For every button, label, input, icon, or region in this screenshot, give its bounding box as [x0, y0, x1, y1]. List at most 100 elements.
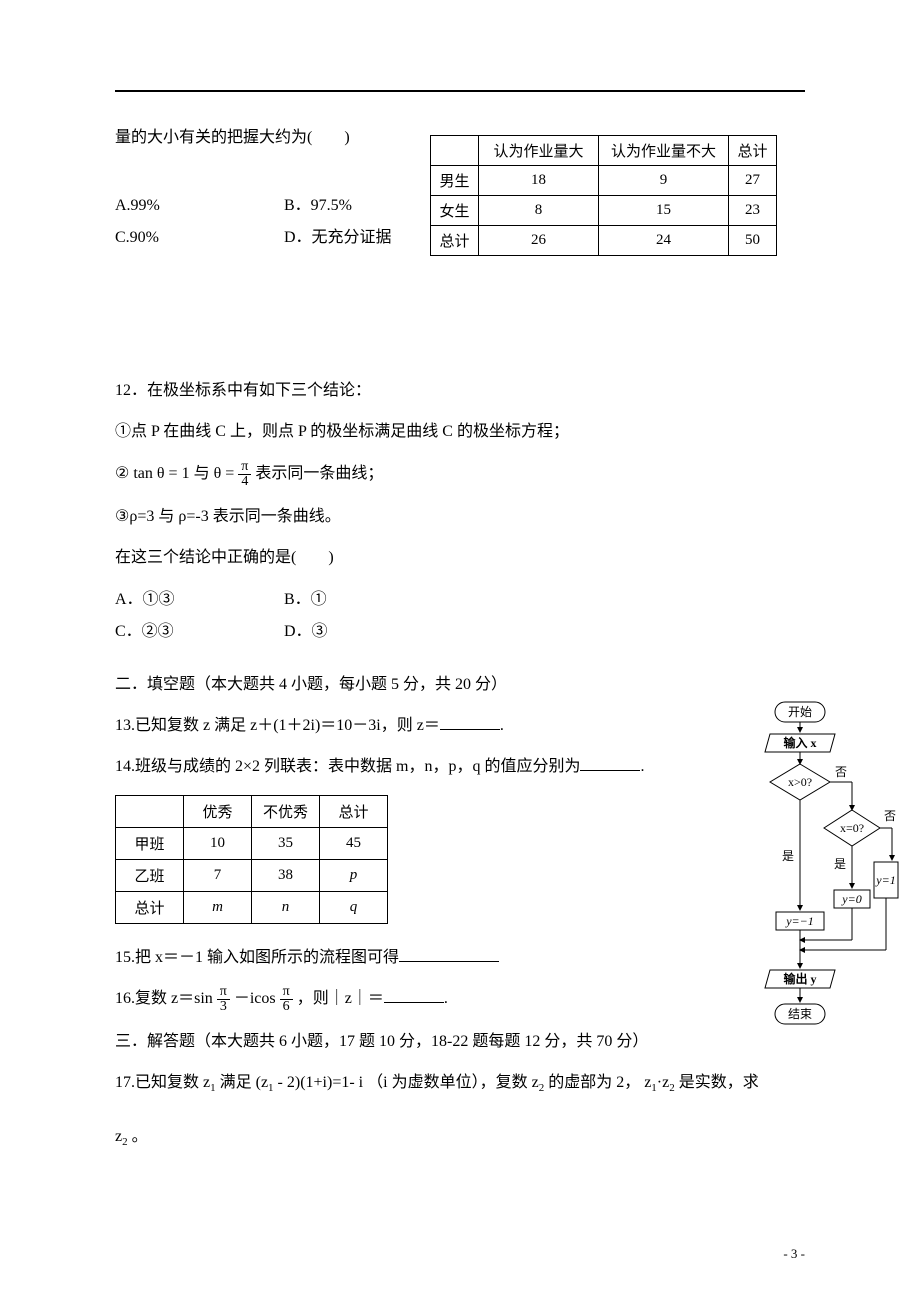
td: n — [252, 891, 320, 923]
td: 女生 — [431, 196, 479, 226]
q12-frac: π 4 — [238, 460, 251, 489]
td: 7 — [184, 859, 252, 891]
q16c: ，则｜z｜＝ — [297, 990, 384, 1007]
q16: 16.复数 z＝sin π 3 －icos π 6 ，则｜z｜＝. — [115, 985, 805, 1014]
fc-b3: y=1 — [875, 873, 895, 887]
q16a: 16.复数 z＝sin — [115, 990, 213, 1007]
frac-den: 6 — [280, 1000, 293, 1014]
td: 18 — [479, 166, 599, 196]
q12-l2b: 表示同一条曲线； — [255, 465, 383, 482]
td: 26 — [479, 226, 599, 256]
td: 9 — [599, 166, 729, 196]
th — [116, 795, 184, 827]
q12-opt-a: A．①③ — [115, 585, 280, 609]
q12-l1: ①点 P 在曲线 C 上，则点 P 的极坐标满足曲线 C 的极坐标方程； — [115, 418, 805, 445]
q16-frac2: π 6 — [280, 985, 293, 1014]
td: m — [184, 891, 252, 923]
td: 45 — [320, 827, 388, 859]
frac-den: 3 — [217, 1000, 230, 1014]
table-row: 认为作业量大 认为作业量不大 总计 — [431, 136, 777, 166]
td: 35 — [252, 827, 320, 859]
fc-end: 结束 — [788, 1007, 812, 1021]
page-content: 量的大小有关的把握大约为( ) A.99% B．97.5% C.90% D．无充… — [115, 110, 805, 1166]
q12-opts-row2: C．②③ D．③ — [115, 617, 805, 641]
td: p — [320, 859, 388, 891]
q12-stem: 12．在极坐标系中有如下三个结论： — [115, 377, 805, 404]
th — [431, 136, 479, 166]
q14-text: 14.班级与成绩的 2×2 列联表：表中数据 m，n，p，q 的值应分别为 — [115, 758, 580, 775]
q17f: 是实数，求 — [675, 1074, 759, 1091]
q14: 14.班级与成绩的 2×2 列联表：表中数据 m，n，p，q 的值应分别为. — [115, 753, 805, 780]
fc-cond2: x=0? — [840, 821, 864, 835]
td: q — [320, 891, 388, 923]
q17e: ·z — [657, 1074, 669, 1091]
q13-text: 13.已知复数 z 满足 z＋(1＋2i)＝10－3i，则 z＝ — [115, 717, 440, 734]
table-row: 男生 18 9 27 — [431, 166, 777, 196]
td: 总计 — [431, 226, 479, 256]
td: 总计 — [116, 891, 184, 923]
q12-l2: ② tan θ = 1 与 θ = π 4 表示同一条曲线； — [115, 460, 805, 489]
td: 24 — [599, 226, 729, 256]
q17b: 满足 (z — [216, 1074, 268, 1091]
fc-b1: y=−1 — [785, 914, 814, 928]
th: 优秀 — [184, 795, 252, 827]
frac-num: π — [217, 985, 230, 1000]
td: 23 — [729, 196, 777, 226]
q17-line2: z2 。 — [115, 1123, 805, 1152]
q12-opts-row1: A．①③ B．① — [115, 585, 805, 609]
q13: 13.已知复数 z 满足 z＋(1＋2i)＝10－3i，则 z＝. — [115, 712, 805, 739]
td: 10 — [184, 827, 252, 859]
q13-blank — [440, 714, 500, 730]
q17h: 。 — [128, 1128, 148, 1145]
table-row: 女生 8 15 23 — [431, 196, 777, 226]
q16b: －icos — [234, 990, 276, 1007]
fc-output: 输出 y — [783, 971, 816, 986]
fc-start: 开始 — [788, 705, 812, 719]
q16-frac1: π 3 — [217, 985, 230, 1014]
th: 总计 — [729, 136, 777, 166]
q12-l3: ③ρ=3 与 ρ=-3 表示同一条曲线。 — [115, 503, 805, 530]
q16-blank — [384, 987, 444, 1003]
td: 甲班 — [116, 827, 184, 859]
fc-cond1: x>0? — [788, 775, 812, 789]
table-row: 乙班 7 38 p — [116, 859, 388, 891]
td: 8 — [479, 196, 599, 226]
q14-blank — [580, 755, 640, 771]
q11-opt-b: B．97.5% — [284, 191, 352, 215]
q12-opt-b: B．① — [284, 585, 327, 609]
q11-opt-c: C.90% — [115, 229, 280, 247]
q12: 12．在极坐标系中有如下三个结论： ①点 P 在曲线 C 上，则点 P 的极坐标… — [115, 377, 805, 641]
sec3-title: 三．解答题（本大题共 6 小题，17 题 10 分，18-22 题每题 12 分… — [115, 1028, 805, 1055]
q12-frac-num: π — [238, 460, 251, 475]
th: 认为作业量不大 — [599, 136, 729, 166]
q17c: - 2)(1+i)=1- i （i 为虚数单位），复数 z — [274, 1074, 539, 1091]
q17a: 17.已知复数 z — [115, 1074, 210, 1091]
fc-b2: y=0 — [841, 892, 861, 906]
q11-opt-a: A.99% — [115, 197, 280, 215]
q14-table: 优秀 不优秀 总计 甲班 10 35 45 乙班 7 38 p 总计 m n q — [115, 795, 388, 924]
fc-input: 输入 x — [783, 735, 816, 750]
q11-table: 认为作业量大 认为作业量不大 总计 男生 18 9 27 女生 8 15 23 … — [430, 135, 777, 256]
table-row: 甲班 10 35 45 — [116, 827, 388, 859]
q12-frac-den: 4 — [238, 475, 251, 489]
td: 38 — [252, 859, 320, 891]
fc-no2: 否 — [884, 809, 896, 823]
q12-opt-c: C．②③ — [115, 617, 280, 641]
q14-end: . — [640, 758, 644, 775]
table-row: 总计 26 24 50 — [431, 226, 777, 256]
th: 总计 — [320, 795, 388, 827]
q17: 17.已知复数 z1 满足 (z1 - 2)(1+i)=1- i （i 为虚数单… — [115, 1069, 805, 1098]
table-row: 优秀 不优秀 总计 — [116, 795, 388, 827]
page-number: - 3 - — [783, 1246, 805, 1262]
fc-yes1: 是 — [782, 849, 794, 863]
q15-text: 15.把 x＝－1 输入如图所示的流程图可得 — [115, 949, 399, 966]
td: 50 — [729, 226, 777, 256]
td: 15 — [599, 196, 729, 226]
th: 不优秀 — [252, 795, 320, 827]
q13-end: . — [500, 717, 504, 734]
td: 男生 — [431, 166, 479, 196]
q15-blank — [399, 946, 499, 962]
td: 27 — [729, 166, 777, 196]
q11-opt-d: D．无充分证据 — [284, 223, 392, 247]
table-row: 总计 m n q — [116, 891, 388, 923]
